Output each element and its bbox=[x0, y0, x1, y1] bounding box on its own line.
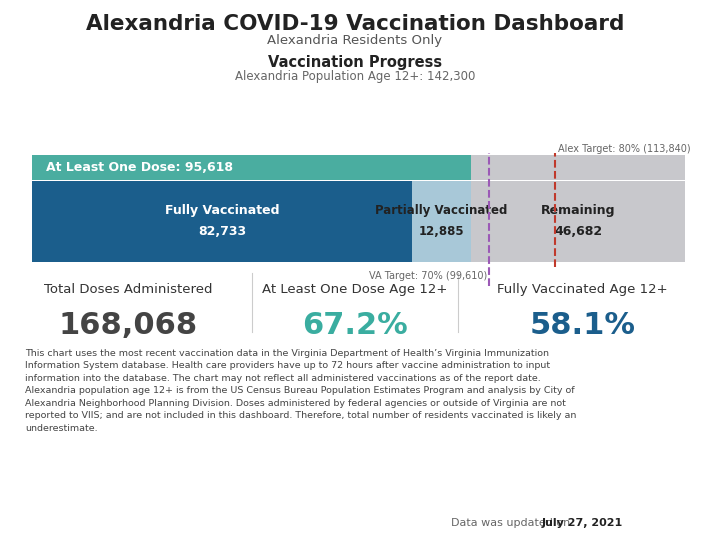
Text: Partially Vaccinated: Partially Vaccinated bbox=[375, 204, 508, 217]
Text: 67.2%: 67.2% bbox=[302, 311, 408, 340]
Text: This chart uses the most recent vaccination data in the Virginia Department of H: This chart uses the most recent vaccinat… bbox=[25, 349, 577, 433]
Text: Alex Target: 80% (113,840): Alex Target: 80% (113,840) bbox=[558, 144, 691, 154]
Text: Alexandria COVID-19 Vaccination Dashboard: Alexandria COVID-19 Vaccination Dashboar… bbox=[86, 14, 624, 34]
Text: 168,068: 168,068 bbox=[58, 311, 197, 340]
Text: Alexandria Population Age 12+: 142,300: Alexandria Population Age 12+: 142,300 bbox=[235, 70, 475, 83]
Text: 46,682: 46,682 bbox=[554, 225, 602, 238]
Text: At Least One Dose Age 12+: At Least One Dose Age 12+ bbox=[262, 283, 448, 296]
Text: Alexandria Residents Only: Alexandria Residents Only bbox=[268, 34, 442, 47]
Text: Vaccination Progress: Vaccination Progress bbox=[268, 54, 442, 70]
Text: Fully Vaccinated: Fully Vaccinated bbox=[165, 204, 279, 217]
Text: Remaining: Remaining bbox=[541, 204, 616, 217]
Text: At Least One Dose: 95,618: At Least One Dose: 95,618 bbox=[46, 161, 233, 174]
Text: Data was updated on: Data was updated on bbox=[451, 518, 574, 528]
Text: 12,885: 12,885 bbox=[418, 225, 464, 238]
Text: July 27, 2021: July 27, 2021 bbox=[542, 518, 623, 528]
Text: Total Doses Administered: Total Doses Administered bbox=[43, 283, 212, 296]
Text: Fully Vaccinated Age 12+: Fully Vaccinated Age 12+ bbox=[497, 283, 667, 296]
Text: VA Target: 70% (99,610): VA Target: 70% (99,610) bbox=[368, 271, 487, 281]
Text: 58.1%: 58.1% bbox=[529, 311, 635, 340]
Text: 82,733: 82,733 bbox=[198, 225, 246, 238]
